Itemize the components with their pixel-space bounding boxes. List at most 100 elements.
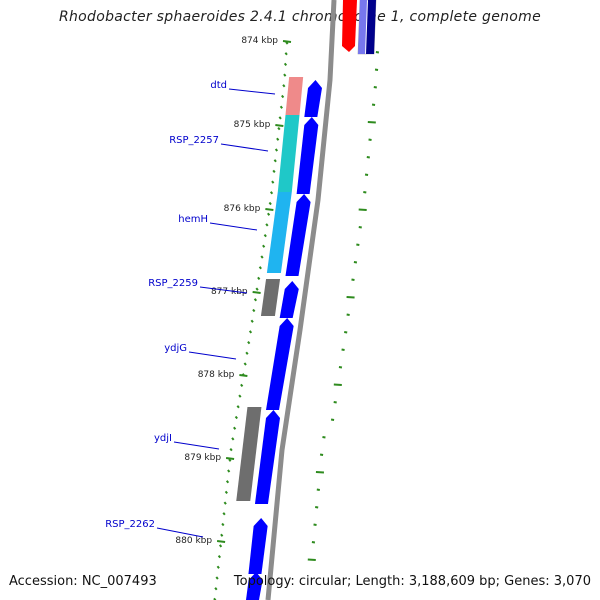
inner-minor-tick	[213, 597, 217, 600]
outer-minor-tick	[313, 523, 317, 526]
outer-minor-tick	[333, 401, 337, 404]
outer-minor-tick	[374, 68, 379, 71]
kbp-878-tick	[239, 374, 248, 377]
gene-leader-RSP_2259	[199, 286, 248, 294]
map-title: Rhodobacter sphaeroides 2.4.1 chromosome…	[58, 9, 542, 25]
inner-minor-tick	[227, 469, 231, 473]
inner-minor-tick	[269, 191, 274, 195]
inner-minor-tick	[276, 137, 280, 141]
inner-minor-tick	[216, 565, 220, 569]
forward-cds-5	[266, 318, 294, 410]
inner-minor-tick	[265, 223, 269, 227]
kbp-876-label: 876 kbp	[224, 204, 261, 214]
kbp-879-label: 879 kbp	[184, 453, 221, 463]
inner-minor-tick	[223, 501, 227, 505]
cog-block-RSP_2259	[260, 279, 281, 316]
outer-minor-tick	[341, 348, 345, 351]
inner-minor-tick	[221, 522, 225, 527]
gene-leader-ydjG	[188, 351, 237, 360]
backbone-line	[265, 0, 337, 600]
inner-minor-tick	[228, 458, 232, 462]
inner-minor-tick	[278, 116, 282, 120]
outer-minor-tick	[371, 103, 376, 106]
outer-major-tick	[346, 296, 355, 299]
outer-minor-tick	[344, 331, 348, 334]
outer-minor-tick	[368, 138, 372, 141]
inner-minor-tick	[255, 287, 259, 291]
outer-minor-tick	[346, 313, 350, 316]
outer-major-tick	[333, 383, 342, 386]
outer-major-tick	[358, 208, 367, 211]
gene-label-RSP_2259: RSP_2259	[148, 278, 198, 289]
inner-minor-tick	[284, 52, 288, 56]
outer-minor-tick	[322, 436, 326, 439]
forward-cds-2	[296, 117, 319, 194]
kbp-874-tick	[282, 40, 292, 43]
inner-minor-tick	[279, 105, 283, 109]
inner-minor-tick	[252, 308, 256, 313]
inner-minor-tick	[272, 169, 276, 174]
forward-cds-6	[254, 410, 280, 504]
outer-minor-tick	[366, 156, 370, 159]
inner-minor-tick	[236, 405, 240, 409]
inner-minor-tick	[257, 276, 261, 281]
gene-label-hemH: hemH	[178, 214, 208, 225]
forward-cds-8	[246, 572, 263, 600]
inner-minor-tick	[215, 576, 219, 580]
gene-leader-dtd	[228, 88, 276, 95]
kbp-878-label: 878 kbp	[198, 370, 235, 380]
outer-minor-tick	[364, 173, 369, 176]
inner-minor-tick	[260, 255, 264, 259]
inner-minor-tick	[238, 394, 242, 398]
inner-minor-tick	[214, 587, 218, 591]
gene-label-ydjI: ydjI	[154, 433, 172, 444]
kbp-877-tick	[252, 291, 261, 294]
inner-minor-tick	[277, 126, 281, 131]
outer-major-tick	[367, 121, 376, 124]
cog-block-RSP_2257	[277, 115, 300, 192]
inner-minor-tick	[281, 94, 285, 99]
inner-minor-tick	[253, 298, 258, 302]
inner-minor-tick	[248, 330, 253, 334]
inner-minor-tick	[283, 62, 288, 67]
inner-minor-tick	[282, 84, 286, 88]
inner-minor-tick	[247, 340, 251, 345]
inner-minor-tick	[234, 415, 238, 420]
outer-minor-tick	[358, 226, 362, 229]
inner-minor-tick	[233, 426, 237, 430]
forward-cds-7	[248, 518, 268, 574]
gene-leader-ydjI	[173, 441, 220, 450]
gene-leader-hemH	[209, 222, 258, 231]
outer-major-tick	[315, 471, 325, 474]
outer-minor-tick	[363, 191, 367, 194]
forward-cds-3	[285, 194, 311, 276]
accession-label: Accession: NC_007493	[9, 574, 157, 589]
gene-leader-RSP_2262	[156, 527, 204, 538]
kbp-876-tick	[265, 208, 274, 211]
inner-minor-tick	[245, 351, 249, 355]
inner-minor-tick	[225, 480, 230, 484]
gene-leader-RSP_2257	[220, 143, 269, 152]
kbp-875-label: 875 kbp	[234, 120, 271, 130]
outer-minor-tick	[319, 453, 324, 456]
inner-minor-tick	[217, 554, 221, 559]
kbp-875-tick	[275, 124, 284, 127]
inner-minor-tick	[258, 266, 262, 270]
cog-block-dtd	[285, 77, 304, 115]
inner-minor-tick	[243, 362, 247, 366]
inner-minor-tick	[231, 437, 235, 441]
outer-minor-tick	[375, 51, 380, 54]
inner-minor-tick	[273, 159, 277, 163]
outer-minor-tick	[351, 278, 355, 281]
outer-minor-tick	[373, 86, 377, 89]
inner-minor-tick	[262, 244, 266, 248]
cog-block-ydjI	[236, 407, 262, 501]
inner-minor-tick	[283, 73, 287, 77]
outer-major-tick	[307, 558, 316, 561]
kbp-879-tick	[225, 457, 235, 460]
outer-minor-tick	[330, 418, 335, 421]
inner-minor-tick	[222, 512, 226, 516]
reverse-cds-light	[358, 0, 367, 54]
inner-minor-tick	[250, 319, 254, 323]
